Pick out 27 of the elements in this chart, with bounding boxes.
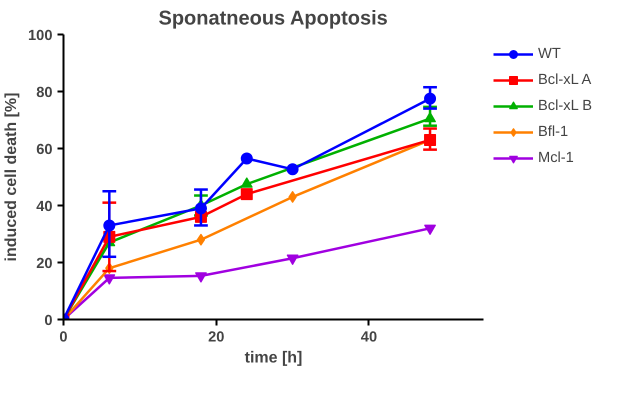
legend-label: WT bbox=[538, 46, 561, 62]
legend-label: Bcl-xL B bbox=[538, 98, 592, 114]
y-tick-label: 60 bbox=[36, 142, 53, 158]
y-axis-title: induced cell death [%] bbox=[3, 92, 20, 262]
y-tick-label: 0 bbox=[44, 313, 53, 329]
x-tick-label: 0 bbox=[59, 330, 68, 346]
point bbox=[288, 190, 297, 203]
point bbox=[240, 188, 253, 200]
chart-title: Sponatneous Apoptosis bbox=[158, 8, 388, 30]
point bbox=[286, 163, 299, 176]
y-tick-label: 100 bbox=[28, 28, 53, 44]
point bbox=[424, 112, 436, 122]
point bbox=[240, 177, 253, 188]
legend-label: Mcl-1 bbox=[538, 150, 574, 166]
point bbox=[196, 234, 206, 246]
y-tick-label: 40 bbox=[36, 199, 53, 215]
x-tick-label: 40 bbox=[360, 330, 378, 346]
legend-label: Bfl-1 bbox=[538, 124, 568, 140]
y-tick-label: 20 bbox=[36, 256, 53, 272]
point bbox=[103, 219, 116, 232]
point bbox=[240, 152, 253, 164]
x-axis-title: time [h] bbox=[244, 350, 302, 366]
y-tick-label: 80 bbox=[36, 85, 53, 101]
legend-label: Bcl-xL A bbox=[538, 72, 592, 88]
point bbox=[424, 92, 436, 105]
point bbox=[194, 202, 207, 214]
x-tick-label: 20 bbox=[208, 330, 224, 346]
